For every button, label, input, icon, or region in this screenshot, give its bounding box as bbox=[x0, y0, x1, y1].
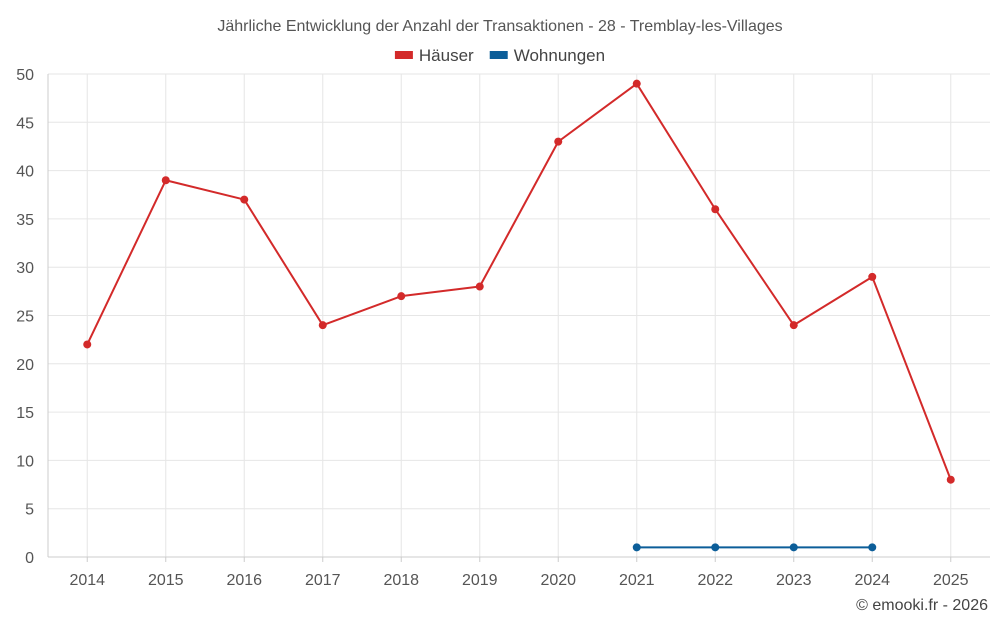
x-axis: 2014 2015 2016 2017 2018 2019 2020 2021 2022 2023… bbox=[48, 556, 990, 589]
legend-label: Wohnungen bbox=[514, 46, 605, 65]
legend-label: Häuser bbox=[419, 46, 474, 65]
series-0 bbox=[83, 79, 955, 484]
data-point bbox=[554, 137, 563, 146]
series-1 bbox=[632, 543, 877, 552]
x-tick-label: 2018 bbox=[383, 572, 419, 589]
x-tick-label: 2022 bbox=[697, 572, 733, 589]
y-tick-label: 25 bbox=[16, 309, 34, 326]
y-tick-label: 5 bbox=[25, 502, 34, 519]
data-point bbox=[83, 340, 92, 349]
data-point bbox=[475, 282, 484, 291]
y-tick-label: 50 bbox=[16, 67, 34, 84]
data-point bbox=[711, 543, 720, 552]
y-tick-label: 20 bbox=[16, 357, 34, 374]
y-tick-label: 45 bbox=[16, 115, 34, 132]
data-point bbox=[632, 543, 641, 552]
y-tick-label: 35 bbox=[16, 212, 34, 229]
legend: Häuser Wohnungen bbox=[394, 46, 605, 65]
data-point bbox=[318, 321, 327, 330]
legend-swatch bbox=[489, 51, 508, 59]
data-point bbox=[240, 195, 249, 204]
x-tick-label: 2016 bbox=[226, 572, 262, 589]
legend-item: Wohnungen bbox=[489, 46, 605, 65]
y-tick-label: 10 bbox=[16, 453, 34, 470]
x-tick-label: 2025 bbox=[933, 572, 969, 589]
data-point bbox=[789, 321, 798, 330]
series-layer bbox=[83, 79, 955, 552]
data-point bbox=[946, 475, 955, 484]
chart-title: Jährliche Entwicklung der Anzahl der Tra… bbox=[217, 18, 782, 35]
data-point bbox=[397, 292, 406, 301]
y-tick-label: 0 bbox=[25, 550, 34, 567]
x-tick-label: 2014 bbox=[69, 572, 105, 589]
grid bbox=[48, 73, 990, 558]
y-tick-label: 15 bbox=[16, 405, 34, 422]
series-line bbox=[86, 82, 952, 481]
legend-item: Häuser bbox=[394, 46, 474, 65]
x-tick-label: 2015 bbox=[148, 572, 184, 589]
data-point bbox=[789, 543, 798, 552]
x-tick-label: 2020 bbox=[540, 572, 576, 589]
data-point bbox=[711, 205, 720, 214]
x-tick-label: 2019 bbox=[462, 572, 498, 589]
y-tick-label: 30 bbox=[16, 260, 34, 277]
x-tick-label: 2017 bbox=[305, 572, 341, 589]
data-point bbox=[868, 272, 877, 281]
data-point bbox=[161, 176, 170, 185]
x-tick-label: 2024 bbox=[854, 572, 890, 589]
legend-swatch bbox=[394, 51, 413, 59]
y-tick-label: 40 bbox=[16, 164, 34, 181]
credit-text: © emooki.fr - 2026 bbox=[856, 597, 988, 614]
x-tick-label: 2023 bbox=[776, 572, 812, 589]
data-point bbox=[632, 79, 641, 88]
x-tick-label: 2021 bbox=[619, 572, 655, 589]
data-point bbox=[868, 543, 877, 552]
y-axis: 0 5 10 15 20 25 30 35 40 45 50 bbox=[16, 67, 49, 567]
